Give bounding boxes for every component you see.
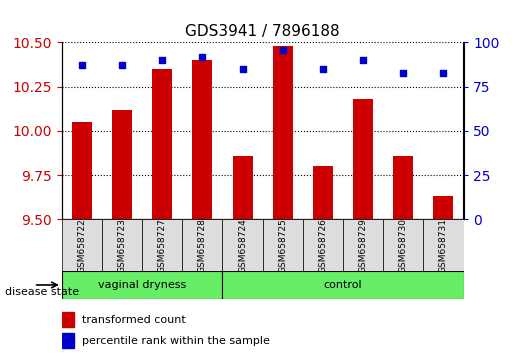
Point [279, 47, 287, 52]
Bar [62, 312, 74, 327]
Text: GSM658730: GSM658730 [399, 218, 408, 273]
FancyBboxPatch shape [102, 219, 142, 271]
Text: GSM658722: GSM658722 [77, 218, 87, 273]
Bar [232, 156, 252, 219]
Text: GSM658729: GSM658729 [358, 218, 368, 273]
Point [319, 66, 327, 72]
FancyBboxPatch shape [142, 219, 182, 271]
Bar [273, 46, 293, 219]
Point [198, 54, 207, 59]
Text: GSM658726: GSM658726 [318, 218, 328, 273]
Text: GSM658731: GSM658731 [439, 218, 448, 273]
Text: transformed count: transformed count [82, 315, 185, 325]
Bar [192, 60, 212, 219]
Title: GDS3941 / 7896188: GDS3941 / 7896188 [185, 23, 340, 39]
Point [118, 63, 126, 68]
Text: GSM658725: GSM658725 [278, 218, 287, 273]
Bar [353, 99, 373, 219]
Point [399, 70, 407, 75]
Text: percentile rank within the sample: percentile rank within the sample [82, 336, 270, 346]
Bar [112, 110, 132, 219]
Bar [393, 156, 413, 219]
Bar [433, 196, 453, 219]
FancyBboxPatch shape [383, 219, 423, 271]
Text: GSM658723: GSM658723 [117, 218, 127, 273]
FancyBboxPatch shape [62, 219, 102, 271]
Text: GSM658728: GSM658728 [198, 218, 207, 273]
Point [158, 57, 166, 63]
Text: disease state: disease state [5, 287, 79, 297]
Bar [72, 122, 92, 219]
Text: control: control [323, 280, 363, 290]
Text: GSM658724: GSM658724 [238, 218, 247, 273]
Text: vaginal dryness: vaginal dryness [98, 280, 186, 290]
Bar [152, 69, 172, 219]
Point [439, 70, 448, 75]
Bar [62, 333, 74, 348]
FancyBboxPatch shape [222, 271, 464, 299]
FancyBboxPatch shape [423, 219, 464, 271]
FancyBboxPatch shape [263, 219, 303, 271]
FancyBboxPatch shape [343, 219, 383, 271]
Point [359, 57, 367, 63]
FancyBboxPatch shape [303, 219, 343, 271]
Bar [313, 166, 333, 219]
Point [78, 63, 86, 68]
FancyBboxPatch shape [62, 271, 222, 299]
FancyBboxPatch shape [222, 219, 263, 271]
Point [238, 66, 247, 72]
FancyBboxPatch shape [182, 219, 222, 271]
Text: GSM658727: GSM658727 [158, 218, 167, 273]
